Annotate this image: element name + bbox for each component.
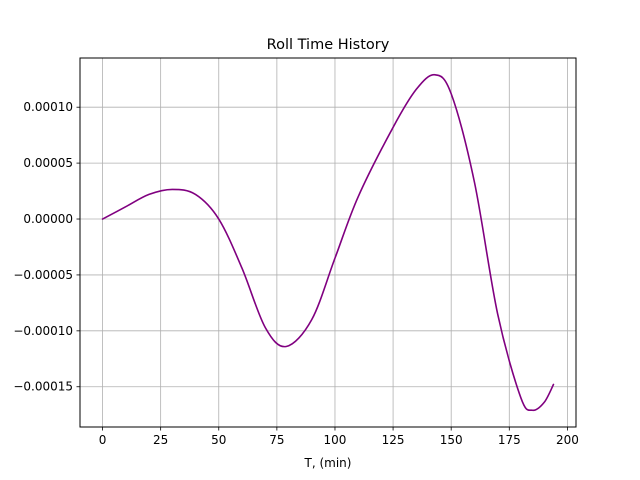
x-tick-label: 125 <box>382 433 405 447</box>
y-tick-label: 0.00000 <box>23 212 73 226</box>
y-tick-label: −0.00005 <box>13 268 73 282</box>
x-tick-label: 50 <box>211 433 226 447</box>
x-tick-label: 75 <box>269 433 284 447</box>
grid-lines <box>80 58 576 427</box>
x-tick-label: 200 <box>556 433 579 447</box>
series-line-0 <box>101 73 555 412</box>
y-axis-ticks: −0.00015 −0.00010 −0.00005 0.00000 0.00005 0.… <box>13 100 80 394</box>
x-tick-label: 25 <box>153 433 168 447</box>
chart-title: Roll Time History <box>267 37 390 53</box>
y-tick-label: 0.00010 <box>23 100 73 114</box>
plot-area-frame <box>79 57 577 428</box>
x-tick-label: 100 <box>324 433 347 447</box>
y-tick-label: −0.00015 <box>13 380 73 394</box>
y-tick-label: −0.00010 <box>13 324 73 338</box>
y-tick-label: 0.00005 <box>23 156 73 170</box>
x-axis-label: T, (min) <box>304 456 352 470</box>
x-tick-label: 150 <box>440 433 463 447</box>
x-tick-label: 175 <box>498 433 521 447</box>
x-axis-ticks: 0 25 50 75 100 125 150 175 200 <box>99 427 579 447</box>
series-layer <box>101 73 555 412</box>
x-tick-label: 0 <box>99 433 107 447</box>
